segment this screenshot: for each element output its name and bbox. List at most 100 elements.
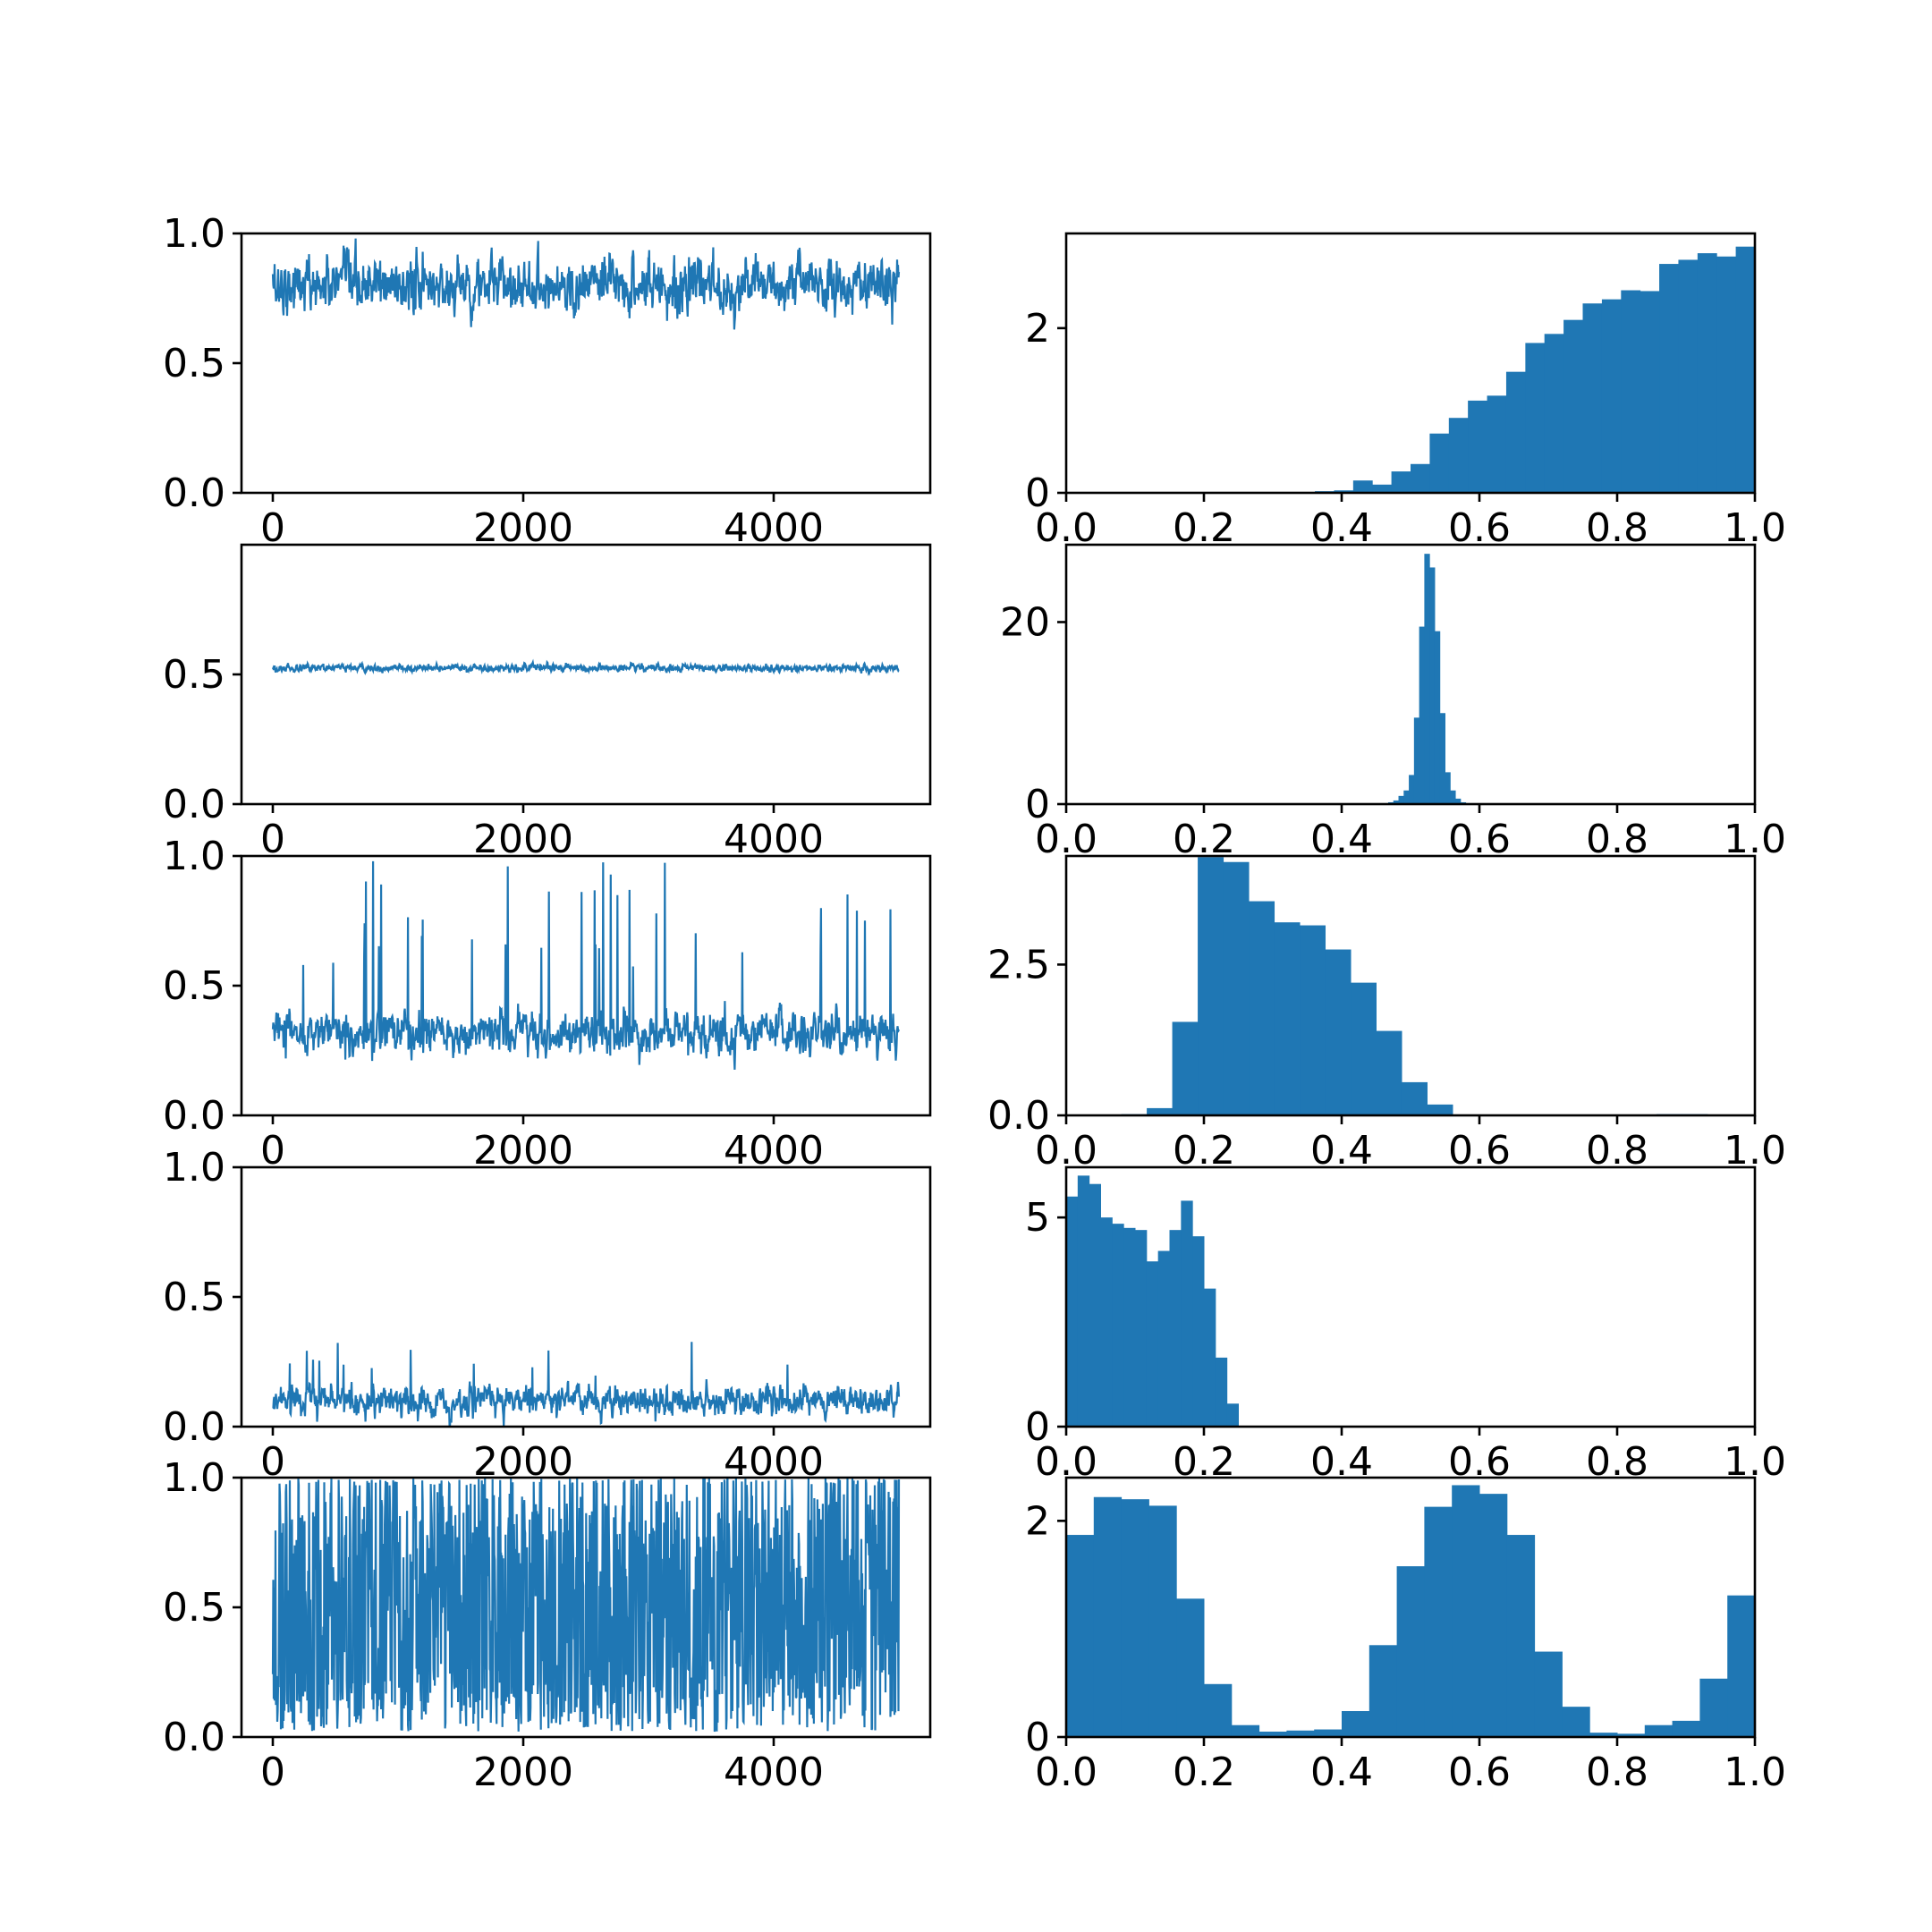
row5-histogram-bar [1672,1720,1700,1737]
row2-histogram-bar [1398,795,1404,804]
row5-histogram-bar [1066,1535,1095,1737]
row4-histogram-bar [1077,1175,1090,1427]
row4-histogram-plot-area [1066,1175,1239,1427]
row1-histogram-bar [1621,290,1641,493]
row3-histogram-bar [1401,1081,1428,1115]
row5-histogram-ytick-label: 0 [1025,1715,1050,1760]
row2-trace-ytick-label: 0.5 [163,652,225,698]
row1-histogram-bar [1640,291,1660,493]
row4-histogram-ytick-label: 5 [1025,1195,1050,1241]
row1-histogram-xtick-label: 0.4 [1310,505,1373,551]
row4-histogram-bar [1226,1403,1239,1427]
row5-histogram-xtick-label: 0.4 [1310,1750,1373,1795]
row3-histogram-xtick-label: 0.4 [1310,1128,1373,1174]
row4-histogram-panel: 0.0 0.2 0.4 0.6 0.8 1.005 [1025,1165,1786,1485]
row1-histogram-bar [1352,480,1373,493]
row3-histogram-bar [1300,925,1326,1115]
row2-histogram-panel: 0.0 0.2 0.4 0.6 0.8 1.0 0 20 [1000,543,1786,862]
row3-histogram-xtick-label: 0.6 [1448,1128,1511,1174]
row5-histogram-plot-area [1066,1485,1755,1737]
row1-histogram-bar [1334,490,1354,493]
row3-histogram-ytick-label: 0.0 [987,1093,1050,1139]
row3-trace-xtick-label: 2000 [473,1128,573,1174]
row4-histogram-bar [1169,1230,1182,1427]
row5-histogram-bar [1093,1496,1123,1737]
row1-trace-ytick-label: 0.5 [163,341,225,386]
row5-histogram-bar [1148,1505,1177,1737]
row2-trace-axes-frame [240,543,932,806]
row3-histogram-bar [1351,982,1377,1115]
row5-trace-ytick-label: 1.0 [163,1455,225,1501]
row4-histogram-bar [1112,1224,1124,1427]
row4-histogram-axes-frame [1064,1165,1757,1428]
row2-histogram-bar [1439,713,1445,804]
row5-histogram-bar [1727,1595,1755,1737]
row5-histogram-bar [1589,1733,1618,1737]
row1-histogram-xtick-label: 0.2 [1173,505,1235,551]
row1-histogram-bar [1678,259,1699,493]
row1-histogram-bar [1697,253,1717,493]
row3-trace-xtick-label: 4000 [724,1128,824,1174]
row1-histogram-bar [1563,319,1583,493]
row1-trace-trace-line [271,238,901,330]
row2-histogram-bar [1419,626,1425,804]
row5-histogram-axes-frame [1064,1476,1757,1739]
row1-trace-ytick-label: 1.0 [163,211,225,257]
row3-histogram-plot-area [1121,857,1708,1115]
row2-trace-xtick-label: 4000 [724,817,824,862]
row5-histogram-ytick-label: 2 [1025,1498,1050,1544]
row5-histogram-bar [1368,1645,1398,1737]
row2-histogram-ytick-label: 0 [1025,782,1050,827]
row3-trace-ytick-label: 0.5 [163,963,225,1009]
row3-histogram-bar [1274,922,1301,1115]
row5-trace-plot-area [271,1478,901,1733]
row2-trace-plot-area [271,658,900,677]
row1-histogram-bar [1544,334,1564,493]
row5-histogram-bar [1699,1678,1728,1737]
row4-trace-ytick-label: 0.0 [163,1404,225,1450]
row1-histogram-bar [1411,463,1430,493]
row2-histogram-axes-frame [1064,543,1757,806]
row5-histogram-bar [1506,1535,1536,1737]
row5-histogram-bar [1534,1651,1563,1737]
row3-histogram-bar [1325,949,1352,1115]
row5-histogram-bar [1286,1730,1315,1737]
row1-histogram-bar [1391,471,1411,493]
row2-histogram-bar [1455,798,1462,804]
row4-histogram-bar [1100,1217,1113,1427]
row1-histogram-bar [1487,395,1507,493]
row3-trace-ytick-label: 0.0 [163,1093,225,1139]
row2-histogram-bar [1445,772,1451,804]
row3-histogram-bar [1198,857,1224,1115]
row1-histogram-bar [1735,246,1755,493]
row5-trace-panel: 0 2000 4000 0.0 0.5 1.0 [163,1455,932,1795]
row3-histogram-bar [1376,1030,1402,1115]
row5-histogram-xtick-label: 0.2 [1173,1750,1235,1795]
row2-histogram-plot-area [1383,554,1471,804]
row4-histogram-bar [1123,1227,1136,1427]
row1-trace-plot-area [271,238,901,330]
row2-histogram-ytick-label: 20 [1000,599,1050,645]
row5-trace-ytick-label: 0.5 [163,1585,225,1631]
row1-trace-xtick-label: 2000 [473,505,573,551]
row4-histogram-bar [1192,1236,1205,1427]
row3-histogram-bar [1249,901,1275,1115]
row1-trace-xtick-label: 4000 [724,505,824,551]
row4-trace-plot-area [272,1342,901,1427]
row3-histogram-xtick-label: 0.0 [1035,1128,1097,1174]
row4-histogram-bar [1204,1288,1216,1427]
row4-trace-ytick-label: 0.5 [163,1275,225,1320]
row1-histogram-bar [1505,371,1526,493]
row3-histogram-bar [1147,1107,1174,1115]
row5-histogram-bar [1617,1733,1646,1737]
row1-histogram-xtick-label: 1.0 [1724,505,1786,551]
row4-histogram-bar [1215,1357,1228,1427]
row1-trace-xtick-label: 0 [260,505,285,551]
row1-histogram-bar [1601,299,1622,493]
row1-histogram-bar [1429,433,1450,493]
row2-histogram-bar [1393,800,1400,804]
row4-trace-axes-frame [240,1165,932,1428]
row2-trace-trace-line [271,658,900,677]
row4-histogram-bar [1135,1230,1148,1427]
